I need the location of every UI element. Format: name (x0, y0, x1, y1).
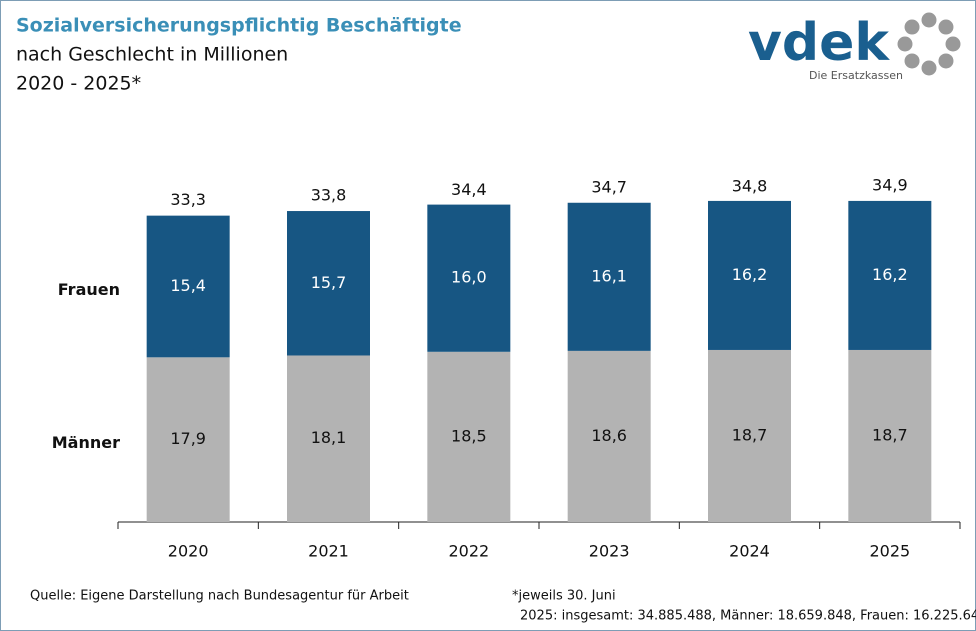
value-label: 15,4 (170, 276, 206, 295)
bar-segment (708, 349, 791, 522)
logo-dot (945, 36, 961, 52)
x-tick-label: 2025 (869, 542, 910, 561)
value-label: 16,2 (872, 265, 908, 284)
total-label: 34,8 (732, 176, 768, 195)
value-label: 18,7 (872, 425, 908, 444)
x-tick-label: 2023 (589, 542, 630, 561)
logo-ring (897, 12, 961, 76)
bar-segment (567, 202, 651, 351)
logo-text: vdek (748, 13, 890, 73)
total-label: 33,3 (170, 190, 206, 209)
chart-subtitle: nach Geschlecht in Millionen (16, 44, 288, 66)
bar-segment (146, 215, 230, 358)
total-label: 34,9 (872, 175, 908, 194)
x-tick-label: 2024 (729, 542, 770, 561)
value-label: 16,2 (732, 265, 768, 284)
logo-dot (921, 12, 937, 28)
total-label: 33,8 (311, 186, 347, 205)
value-label: 16,1 (591, 266, 627, 285)
value-label: 18,5 (451, 426, 487, 445)
logo-dot (904, 19, 920, 35)
chart-title: Sozialversicherungspflichtig Beschäftigt… (16, 15, 462, 37)
bar-segment (708, 200, 791, 350)
bar-segment (848, 349, 932, 522)
logo-dot (921, 60, 937, 76)
total-label: 34,4 (451, 180, 487, 199)
legend-label: Frauen (58, 280, 120, 299)
logo-tagline: Die Ersatzkassen (809, 69, 903, 82)
total-label: 34,7 (591, 177, 627, 196)
value-label: 17,9 (170, 429, 206, 448)
period: 2020 - 2025* (16, 73, 141, 95)
logo-dot (938, 19, 954, 35)
bar-segment (427, 204, 511, 352)
bar-segment (287, 211, 370, 356)
value-label: 18,1 (311, 428, 347, 447)
logo-dot (897, 36, 913, 52)
bar-segment (567, 350, 651, 522)
bar-segment (146, 357, 230, 522)
value-label: 15,7 (311, 273, 347, 292)
x-tick-label: 2022 (448, 542, 489, 561)
x-tick-label: 2020 (168, 542, 209, 561)
legend-label: Männer (52, 433, 120, 452)
bar-segment (427, 351, 511, 522)
bar-segment (287, 355, 370, 522)
value-label: 16,0 (451, 268, 487, 287)
x-tick-label: 2021 (308, 542, 349, 561)
value-label: 18,6 (591, 426, 627, 445)
value-label: 18,7 (732, 425, 768, 444)
note: 2025: insgesamt: 34.885.488, Männer: 18.… (520, 609, 976, 624)
source: Quelle: Eigene Darstellung nach Bundesag… (30, 589, 409, 604)
bar-segment (848, 200, 932, 350)
logo-dot (904, 53, 920, 69)
logo-dot (938, 53, 954, 69)
note: *jeweils 30. Juni (512, 589, 616, 604)
